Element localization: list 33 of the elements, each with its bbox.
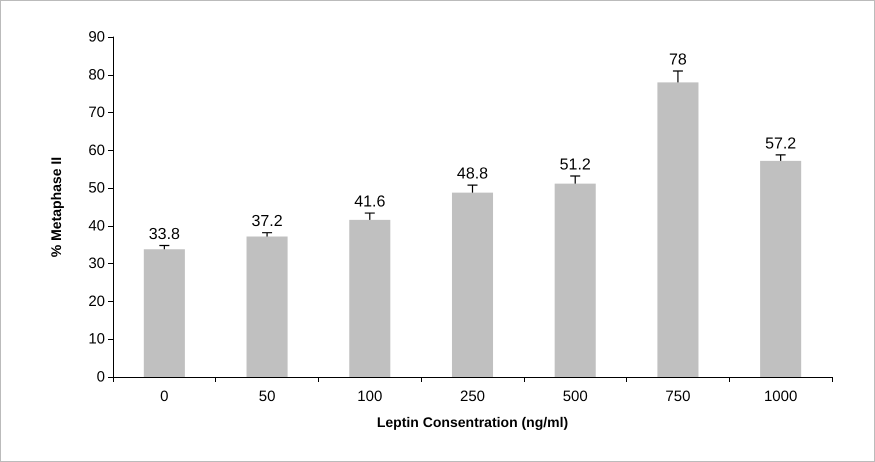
y-tick-label: 50: [88, 180, 105, 197]
bar: [452, 192, 494, 377]
y-tick-label: 60: [88, 142, 105, 159]
data-label: 37.2: [252, 213, 283, 230]
x-tick-label: 250: [460, 388, 486, 405]
x-tick-label: 100: [357, 388, 382, 405]
bar: [246, 236, 288, 377]
y-tick-label: 40: [88, 217, 105, 234]
bar: [657, 82, 698, 377]
y-tick-label: 90: [88, 28, 105, 46]
data-label: 41.6: [354, 194, 386, 211]
y-axis-title: % Metaphase II: [48, 156, 64, 258]
data-label: 78: [669, 52, 687, 68]
x-tick-label: 0: [160, 388, 169, 405]
y-tick-label: 0: [96, 368, 105, 386]
y-tick-label: 10: [88, 330, 105, 348]
data-label: 48.8: [456, 166, 488, 183]
y-tick-label: 30: [88, 255, 105, 272]
x-tick-label: 750: [665, 388, 690, 405]
data-label: 51.2: [560, 156, 591, 174]
x-axis-title: Leptin Consentration (ng/ml): [376, 414, 568, 430]
y-tick-label: 70: [88, 104, 105, 122]
data-label: 57.2: [765, 135, 796, 152]
bar: [554, 184, 596, 377]
data-label: 33.8: [148, 226, 180, 244]
x-tick-label: 1000: [764, 388, 798, 405]
y-tick-label: 20: [88, 292, 105, 310]
x-tick-label: 50: [258, 388, 276, 405]
bar: [349, 220, 390, 377]
bar: [760, 160, 802, 377]
bar: [144, 249, 185, 377]
y-tick-label: 80: [88, 66, 105, 84]
x-tick-label: 500: [562, 388, 588, 405]
